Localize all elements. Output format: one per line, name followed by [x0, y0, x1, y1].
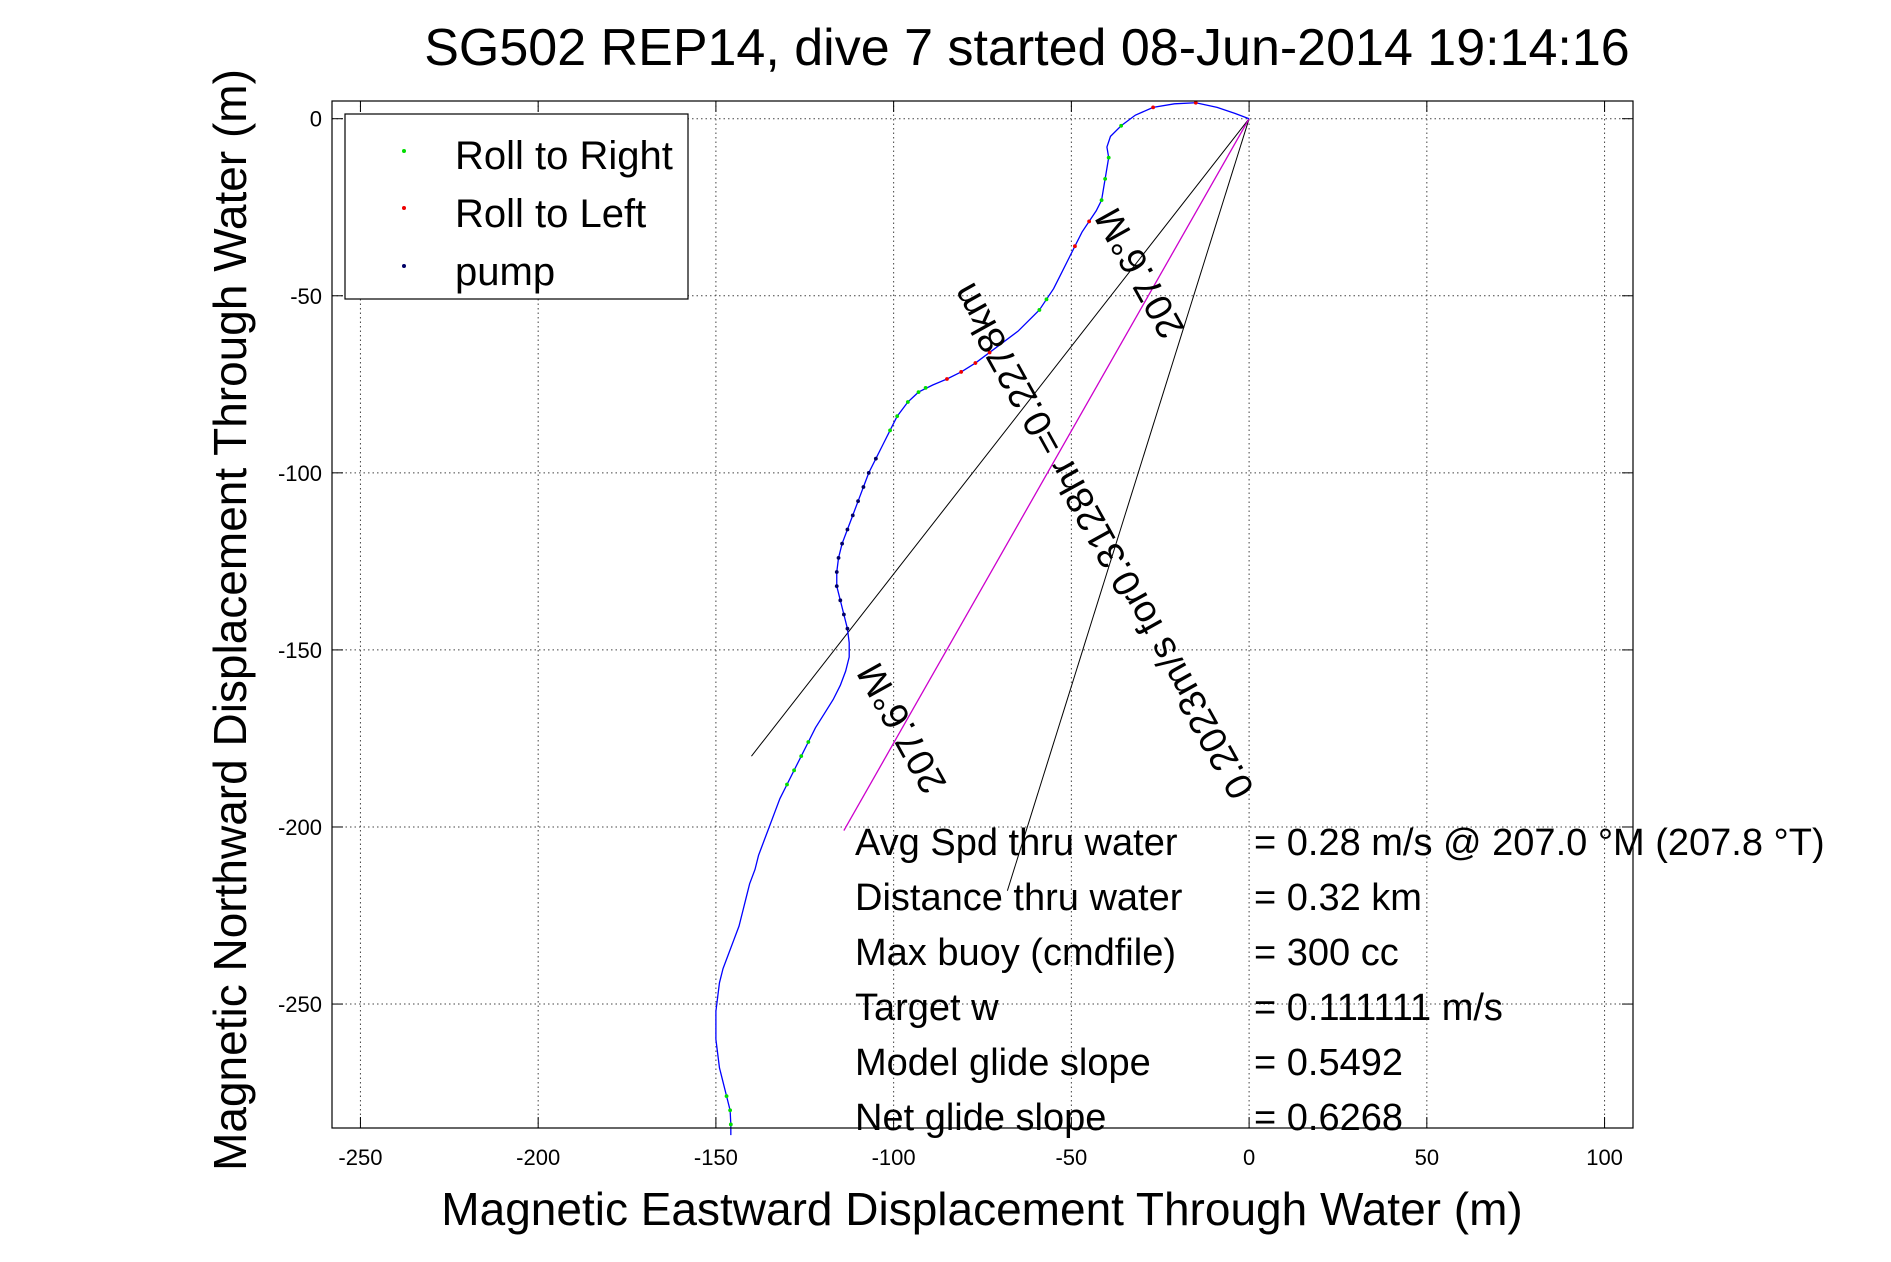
heading-fan-line [1006, 118, 1250, 891]
summary-value: = 0.111111 m/s [1254, 987, 1503, 1029]
roll-right-marker [1044, 297, 1049, 302]
roll-right-marker [905, 400, 910, 404]
pump-marker [838, 598, 843, 603]
pump-marker [834, 584, 839, 589]
axes-frame [331, 100, 1634, 1129]
x-tick-label: 0 [1243, 1145, 1255, 1170]
summary-value: = 0.5492 [1254, 1042, 1403, 1084]
x-tick-label: 100 [1586, 1145, 1623, 1170]
roll-right-marker [799, 754, 804, 759]
roll-right-marker [923, 385, 928, 390]
summary-value: = 0.28 m/s @ 207.0 °M (207.8 °T) [1254, 822, 1825, 864]
roll-right-marker [806, 740, 811, 744]
dive-track-line [715, 102, 1250, 1136]
legend: Roll to Right Roll to Left pump [344, 113, 689, 300]
roll-right-marker [888, 428, 892, 433]
roll-left-marker [973, 361, 978, 365]
tick-marks [332, 101, 1633, 1128]
pump-marker [873, 456, 878, 461]
summary-block: Avg Spd thru water = 0.28 m/s @ 207.0 °M… [855, 822, 1825, 1139]
x-tick-label: -50 [1055, 1145, 1087, 1170]
legend-label-pump: pump [455, 250, 555, 294]
y-tick-label: -200 [278, 815, 322, 840]
roll-right-marker [728, 1122, 733, 1127]
pump-marker [841, 612, 846, 617]
roll-right-marker [728, 1108, 733, 1113]
legend-marker-pump [402, 264, 406, 268]
roll-left-marker [1073, 244, 1077, 249]
summary-label: Distance thru water [855, 877, 1183, 919]
y-tick-label: -100 [278, 461, 322, 486]
track-layer [715, 102, 1250, 1136]
x-tick-labels: -250 -200 -150 -100 -50 0 50 100 [338, 1145, 1623, 1170]
heading-fan-line [751, 118, 1250, 757]
summary-value: = 0.6268 [1254, 1097, 1403, 1139]
summary-label: Model glide slope [855, 1042, 1151, 1084]
summary-label: Avg Spd thru water [855, 822, 1178, 864]
y-axis-label: Magnetic Northward Displacement Through … [204, 69, 256, 1171]
roll-left-marker [1151, 105, 1156, 110]
legend-label-roll-right: Roll to Right [455, 134, 673, 178]
summary-value: = 300 cc [1254, 932, 1399, 974]
roll-right-marker [1119, 123, 1124, 128]
pump-marker [845, 527, 850, 532]
summary-value: = 0.32 km [1254, 877, 1422, 919]
roll-right-marker [792, 768, 797, 773]
roll-right-marker [1099, 198, 1104, 203]
pump-marker [836, 555, 841, 560]
marker-layer [724, 100, 1198, 1127]
x-tick-label: -100 [872, 1145, 916, 1170]
roll-left-marker [987, 350, 992, 355]
chart-title: SG502 REP14, dive 7 started 08-Jun-2014 … [424, 19, 1629, 77]
roll-right-marker [1037, 308, 1042, 312]
roll-right-marker [1106, 155, 1111, 160]
roll-right-marker [1103, 177, 1108, 181]
roll-right-marker [916, 390, 921, 395]
roll-right-marker [724, 1094, 729, 1099]
summary-label: Target w [855, 987, 999, 1029]
x-axis-label: Magnetic Eastward Displacement Through W… [441, 1183, 1522, 1235]
roll-left-marker [945, 377, 949, 381]
pump-marker [856, 499, 860, 504]
pump-marker [861, 485, 866, 489]
summary-label: Net glide slope [855, 1097, 1106, 1139]
x-tick-label: 50 [1415, 1145, 1439, 1170]
pump-marker [840, 541, 844, 546]
y-tick-label: -150 [278, 638, 322, 663]
pump-marker [866, 470, 871, 475]
legend-marker-roll-right [402, 149, 406, 153]
roll-left-marker [1087, 219, 1092, 224]
pump-marker [845, 626, 850, 631]
roll-left-marker [1193, 100, 1198, 105]
y-tick-labels: 0 -50 -100 -150 -200 -250 [278, 107, 322, 1017]
y-tick-label: -50 [290, 284, 322, 309]
y-tick-label: -250 [278, 992, 322, 1017]
roll-left-marker [959, 370, 964, 374]
x-tick-label: -250 [338, 1145, 382, 1170]
annotation-lines [751, 118, 1250, 891]
pump-marker [834, 570, 839, 574]
roll-right-marker [895, 414, 900, 419]
legend-label-roll-left: Roll to Left [455, 192, 646, 236]
summary-label: Max buoy (cmdfile) [855, 932, 1176, 974]
pump-marker [850, 513, 855, 518]
legend-marker-roll-left [402, 206, 406, 210]
avg-velocity-line [843, 118, 1250, 831]
x-tick-label: -150 [694, 1145, 738, 1170]
roll-right-marker [785, 782, 789, 787]
legend-box [344, 113, 689, 300]
x-tick-label: -200 [516, 1145, 560, 1170]
y-tick-label: 0 [310, 107, 322, 132]
